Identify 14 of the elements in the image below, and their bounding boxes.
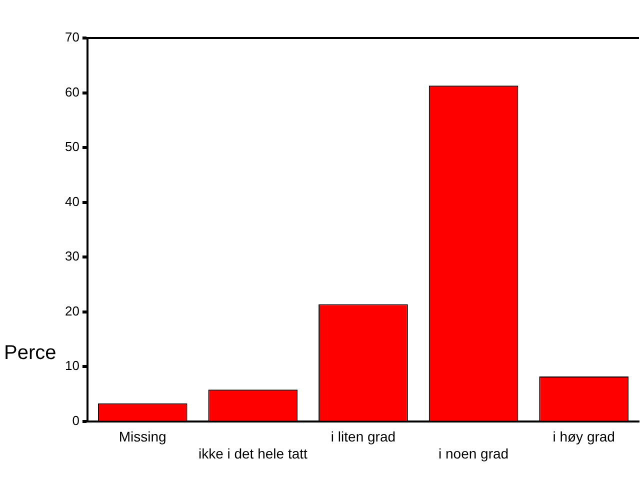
x-tick-label: Missing <box>118 428 166 445</box>
y-tick-label: 70 <box>64 30 80 45</box>
x-tick-label: ikke i det hele tatt <box>198 445 308 462</box>
x-tick-label: i noen grad <box>438 445 509 462</box>
y-tick-label: 0 <box>72 412 80 428</box>
y-tick-label: 50 <box>64 139 80 154</box>
y-tick-label: 40 <box>64 194 80 209</box>
y-tick-label: 10 <box>64 358 80 374</box>
y-tick-label: 30 <box>64 248 80 264</box>
x-tick-label: i høy grad <box>552 428 615 445</box>
y-axis-title: Perce <box>4 341 56 366</box>
x-tick-label: i liten grad <box>330 428 396 445</box>
y-tick-label: 20 <box>64 303 80 318</box>
y-tick-label: 60 <box>64 84 80 100</box>
